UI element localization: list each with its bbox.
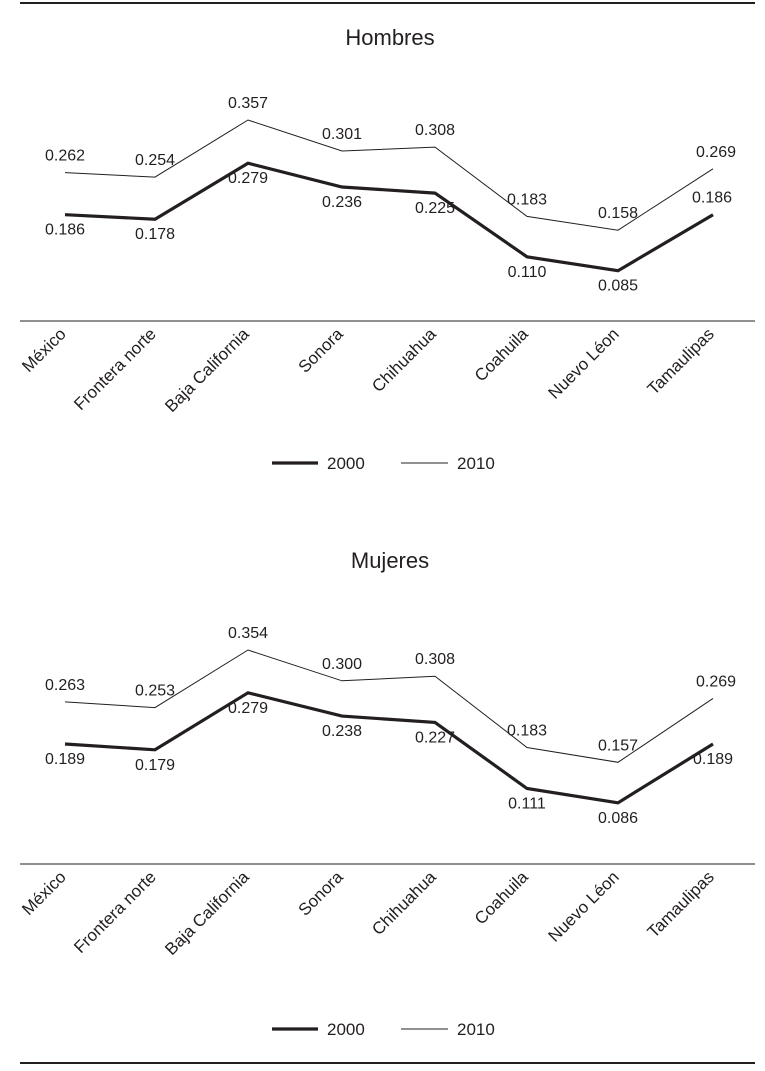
hombres-data-label: 0.186 [45,222,85,239]
mujeres-chart: Mujeres 0.189 0.179 0.279 0.238 0.227 0.111 0.0… [18,548,755,1039]
mujeres-title: Mujeres [351,548,429,573]
hombres-chart: Hombres 0.186 0.178 0.279 0.236 0.225 0.110 0.0… [18,25,755,473]
hombres-legend: 2000 2010 [272,454,495,473]
hombres-data-label: 0.186 [692,190,732,207]
mujeres-category-label: Frontera norte [70,867,160,957]
mujeres-data-label: 0.263 [45,677,85,694]
hombres-data-label: 0.178 [135,226,175,243]
hombres-data-label: 0.110 [508,264,547,281]
mujeres-data-label: 0.238 [322,723,362,740]
hombres-data-label: 0.236 [322,194,362,211]
hombres-data-label: 0.308 [415,122,455,139]
mujeres-series-2000-line [64,691,714,805]
hombres-series-2010-line [64,119,714,231]
hombres-category-label: Nuevo Léon [545,324,623,402]
hombres-category-label: México [18,324,70,376]
mujeres-category-label: Tamaulipas [644,867,718,941]
mujeres-data-label: 0.189 [693,751,733,768]
mujeres-category-label: México [18,867,70,919]
mujeres-data-label: 0.308 [415,651,455,668]
mujeres-data-label: 0.279 [228,700,268,717]
hombres-legend-2010-label: 2010 [457,454,495,473]
mujeres-data-label: 0.086 [598,810,638,827]
mujeres-category-label: Sonora [295,867,348,920]
mujeres-legend: 2000 2010 [272,1020,495,1039]
hombres-data-label: 0.262 [45,148,85,165]
hombres-data-label: 0.085 [598,278,638,295]
mujeres-data-label: 0.111 [508,796,546,813]
hombres-data-label: 0.254 [135,152,175,169]
mujeres-data-label: 0.189 [45,751,85,768]
hombres-category-label: Sonora [295,324,348,377]
hombres-data-label: 0.269 [696,144,736,161]
mujeres-data-label: 0.179 [135,757,175,774]
hombres-series-2000-line [64,161,714,273]
hombres-data-label: 0.279 [228,170,268,187]
mujeres-category-label: Nuevo Léon [545,867,623,945]
mujeres-legend-2010-label: 2010 [457,1020,495,1039]
mujeres-data-label: 0.354 [228,625,268,642]
hombres-data-label: 0.183 [507,191,547,208]
hombres-category-label: Chihuahua [368,324,440,396]
mujeres-legend-2000-label: 2000 [327,1020,365,1039]
hombres-data-label: 0.158 [598,205,638,222]
hombres-category-label: Coahuila [471,324,532,385]
hombres-category-label: Baja California [161,324,253,416]
mujeres-data-label: 0.269 [696,673,736,690]
hombres-data-label: 0.301 [322,126,362,143]
mujeres-data-label: 0.253 [135,683,175,700]
mujeres-data-label: 0.157 [598,737,638,754]
mujeres-category-label: Coahuila [471,867,532,928]
mujeres-series-2010-line [64,649,714,763]
mujeres-data-label: 0.227 [415,729,455,746]
hombres-title: Hombres [345,25,434,50]
mujeres-data-label: 0.183 [507,723,547,740]
mujeres-data-label: 0.300 [322,656,362,673]
hombres-category-label: Tamaulipas [644,324,718,398]
mujeres-category-label: Baja California [161,867,253,959]
mujeres-category-label: Chihuahua [368,867,440,939]
hombres-legend-2000-label: 2000 [327,454,365,473]
hombres-data-label: 0.225 [415,200,455,217]
hombres-data-label: 0.357 [228,95,268,112]
hombres-category-label: Frontera norte [70,324,160,414]
